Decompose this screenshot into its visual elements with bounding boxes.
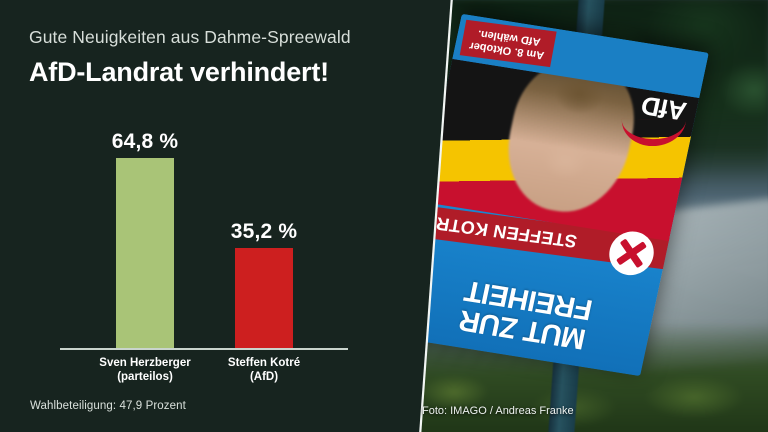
bar-label-party: (AfD) [249,371,279,384]
bar-steffen-kotre: 35,2% [231,220,297,348]
bar-value-unit: % [159,130,179,153]
bar-label-steffen-kotre: Steffen Kotré (AfD) [228,356,300,385]
headline-block: Gute Neuigkeiten aus Dahme-Spreewald AfD… [29,27,429,88]
campaign-poster-photo: MUT ZUR FREIHEIT STEFFEN KOTRÉ AfD Am 8.… [404,0,768,432]
bar-value-number: 35,2 [230,220,273,243]
bar-chart: 64,8% Sven Herzberger (parteilos) 35,2% … [60,130,348,385]
bar-rect-steffen-kotre [235,248,293,348]
bar-rect-sven-herzberger [116,158,174,348]
photo-credit: Foto: IMAGO / Andreas Franke [422,405,574,417]
chart-baseline-axis [60,348,348,350]
kicker-text: Gute Neuigkeiten aus Dahme-Spreewald [29,27,351,47]
page-title: AfD-Landrat verhindert! [29,56,329,87]
bar-label-sven-herzberger: Sven Herzberger (parteilos) [99,356,190,385]
bar-value-sven-herzberger: 64,8% [112,130,179,154]
bar-label-name: Steffen Kotré [227,357,301,369]
bar-value-unit: % [278,220,298,243]
chart-panel: Gute Neuigkeiten aus Dahme-Spreewald AfD… [29,27,429,412]
bar-value-number: 64,8 [111,130,154,153]
bar-value-steffen-kotre: 35,2% [231,220,298,244]
turnout-note: Wahlbeteiligung: 47,9 Prozent [30,400,186,412]
bar-label-party: (parteilos) [117,371,173,384]
bar-sven-herzberger: 64,8% [112,130,178,348]
bar-label-name: Sven Herzberger [99,357,191,369]
